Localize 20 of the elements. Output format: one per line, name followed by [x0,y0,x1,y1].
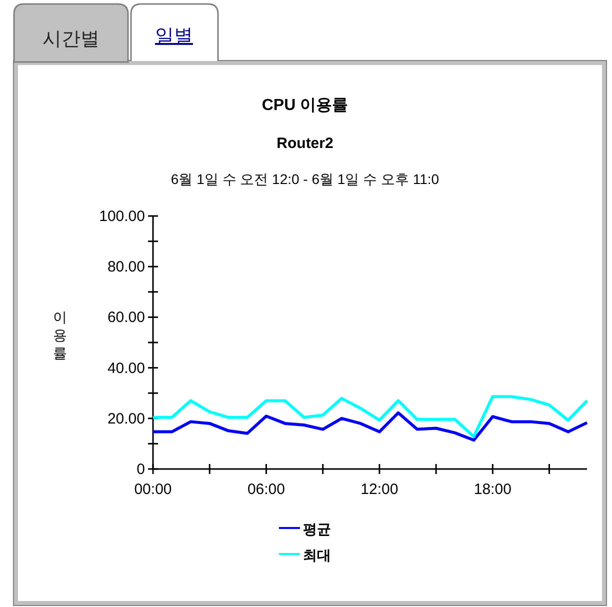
x-tick-label: 18:00 [474,481,512,498]
chart-subtitle: Router2 [276,135,334,152]
y-tick-label: 80.00 [107,258,145,276]
legend-label: 최대 [303,547,331,563]
y-tick-label: 100.00 [99,208,145,225]
text: 일별 [155,26,193,47]
line-series [152,395,588,438]
chart-title: CPU 이용률 [262,97,348,114]
y-tick-label: 0 [136,461,145,478]
y-tick-label: 40.00 [107,360,145,377]
text: 6월 1일 수 오전 12:0 - 6월 1일 수 오후 11:0 [170,171,440,187]
x-tick-label: 12:00 [360,481,398,498]
legend-label: 평균 [303,521,331,537]
line-series [152,411,588,442]
text: 시간별 [42,29,100,50]
y-axis-title: 이용률 [53,309,67,361]
x-tick-label: 00:00 [134,481,172,498]
y-tick-label: 20.00 [107,410,145,428]
y-tick-label: 60.00 [107,309,145,326]
x-tick-label: 06:00 [247,481,285,498]
